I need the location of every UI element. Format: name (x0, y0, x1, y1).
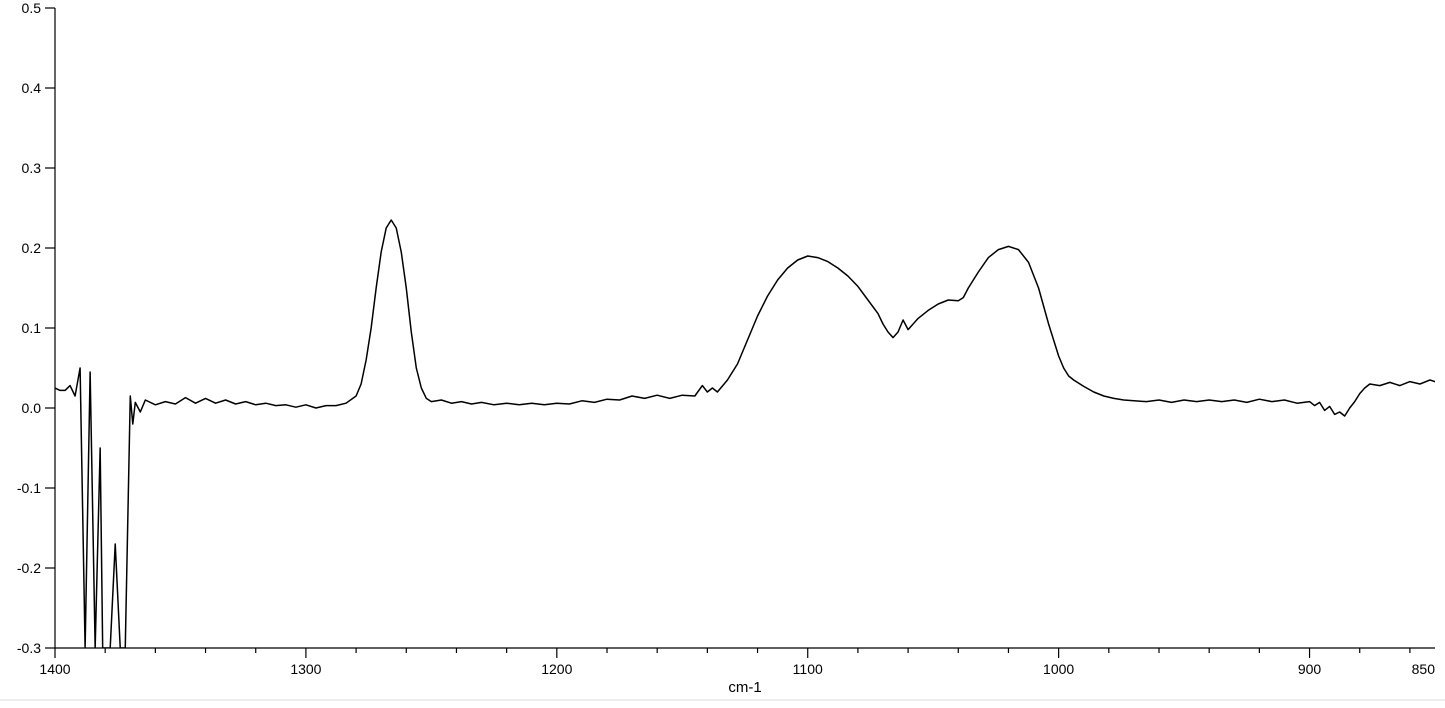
svg-text:0.1: 0.1 (22, 320, 42, 336)
svg-text:-0.3: -0.3 (17, 640, 41, 656)
svg-text:1100: 1100 (793, 661, 823, 677)
svg-text:0.4: 0.4 (22, 80, 42, 96)
svg-text:cm-1: cm-1 (728, 679, 761, 696)
svg-text:1000: 1000 (1043, 661, 1074, 677)
svg-text:0.3: 0.3 (22, 160, 42, 176)
spectrum-chart: -0.3 -0.2 -0.1 0.0 0.1 0.2 0.3 0.4 0.5 1400 1300 12… (0, 0, 1445, 708)
chart-svg: -0.3 -0.2 -0.1 0.0 0.1 0.2 0.3 0.4 0.5 1400 1300 12… (0, 0, 1445, 708)
svg-text:0.5: 0.5 (22, 0, 42, 16)
svg-text:900: 900 (1298, 661, 1322, 677)
svg-text:-0.1: -0.1 (17, 480, 41, 496)
svg-text:0.0: 0.0 (22, 400, 42, 416)
svg-text:0.2: 0.2 (22, 240, 42, 256)
svg-text:1400: 1400 (39, 661, 70, 677)
svg-text:850: 850 (1412, 661, 1436, 677)
svg-text:1200: 1200 (541, 661, 572, 677)
svg-text:1300: 1300 (290, 661, 321, 677)
svg-text:-0.2: -0.2 (17, 560, 41, 576)
